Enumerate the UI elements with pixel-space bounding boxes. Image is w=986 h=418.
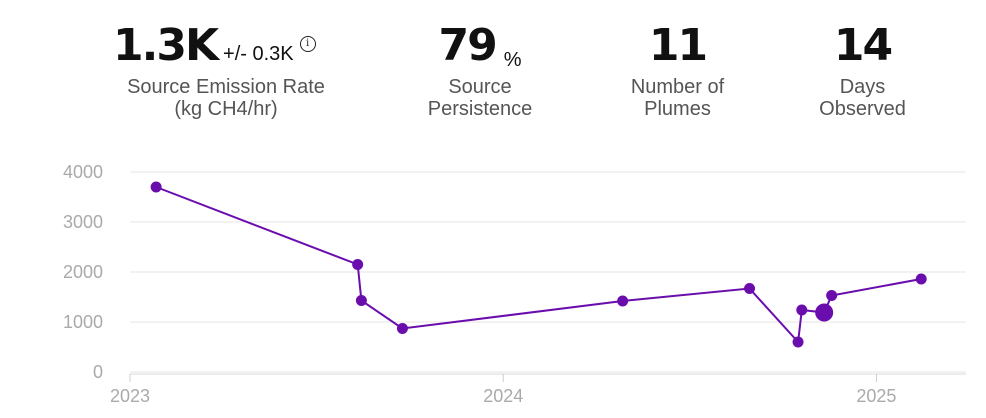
persistence-unit: % bbox=[503, 49, 522, 71]
info-icon[interactable]: i bbox=[299, 36, 316, 52]
stat-source-persistence: 79% Source Persistence bbox=[415, 20, 545, 120]
persistence-value: 79 bbox=[438, 20, 497, 71]
y-tick-label-0: 0 bbox=[93, 362, 103, 382]
x-tick-label-2024: 2024 bbox=[483, 386, 523, 406]
persistence-label: Source Persistence bbox=[415, 76, 545, 120]
y-tick-label-2000: 2000 bbox=[63, 262, 103, 282]
data-point-1 bbox=[352, 259, 364, 270]
stat-days-observed: 14 Days Observed bbox=[805, 20, 920, 120]
x-tick-label-2025: 2025 bbox=[856, 386, 896, 406]
emission-rate-label-line2: (kg CH4/hr) bbox=[174, 98, 278, 120]
days-label: Days Observed bbox=[805, 76, 920, 120]
plumes-label: Number of Plumes bbox=[615, 76, 740, 120]
persistence-label-line1: Source bbox=[448, 76, 512, 98]
emission-rate-label: Source Emission Rate (kg CH4/hr) bbox=[113, 76, 339, 120]
data-point-7 bbox=[796, 304, 808, 316]
data-point-5 bbox=[744, 283, 756, 294]
data-point-9 bbox=[826, 290, 838, 301]
stat-emission-rate: 1.3K +/- 0.3K i Source Emission Rate (kg C… bbox=[113, 20, 343, 120]
series-line-0 bbox=[155, 186, 922, 345]
data-point-10 bbox=[915, 273, 927, 285]
days-label-line1: Days bbox=[839, 76, 886, 98]
y-tick-label-4000: 4000 bbox=[63, 162, 103, 182]
data-point-4 bbox=[617, 295, 629, 307]
data-point-6 bbox=[792, 336, 804, 348]
data-point-2 bbox=[355, 295, 367, 306]
emission-rate-uncertainty: +/- 0.3K bbox=[223, 43, 294, 65]
data-point-0 bbox=[150, 181, 162, 193]
plumes-label-line2: Plumes bbox=[644, 98, 711, 120]
days-label-line2: Observed bbox=[819, 98, 906, 120]
plumes-value: 11 bbox=[648, 20, 708, 71]
y-tick-label-1000: 1000 bbox=[63, 312, 103, 332]
data-point-8 bbox=[815, 303, 834, 322]
y-tick-label-3000: 3000 bbox=[63, 212, 103, 232]
days-value: 14 bbox=[833, 20, 893, 71]
emission-rate-label-line1: Source Emission Rate bbox=[127, 76, 325, 98]
persistence-label-line2: Persistence bbox=[427, 98, 533, 120]
data-point-3 bbox=[396, 323, 408, 334]
stat-number-of-plumes: 11 Number of Plumes bbox=[615, 20, 740, 120]
x-tick-label-2023: 2023 bbox=[110, 386, 150, 406]
plumes-label-line1: Number of bbox=[630, 76, 725, 98]
emission-rate-value: 1.3K bbox=[113, 20, 219, 71]
